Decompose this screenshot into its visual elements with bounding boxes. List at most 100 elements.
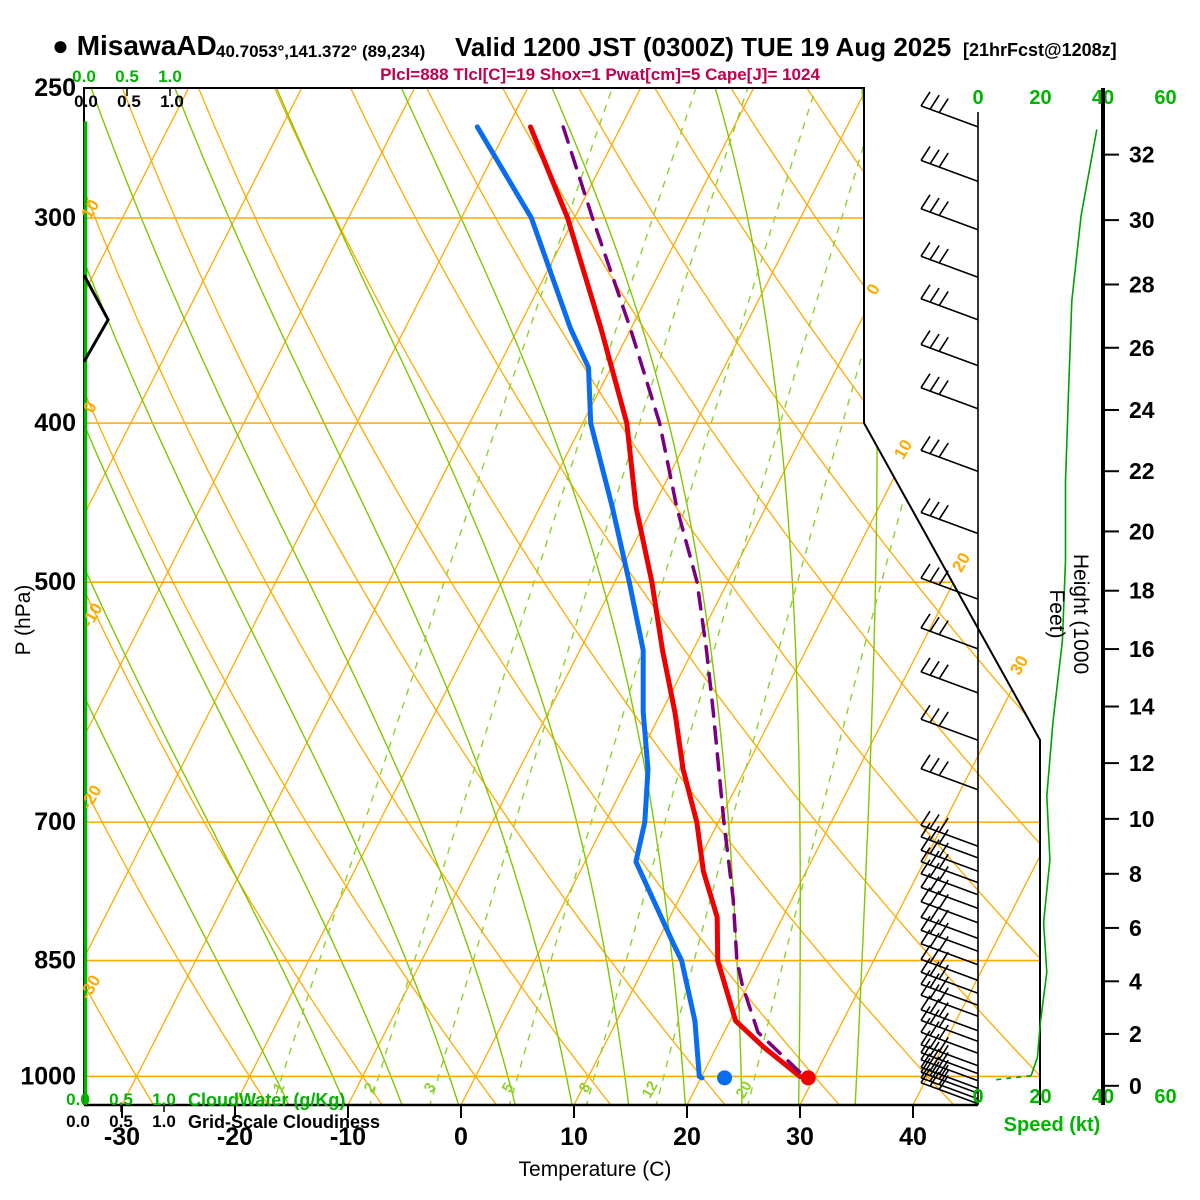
dry-adiabat-label: -30 [76,972,105,1003]
bullet-icon: ● [52,30,69,61]
isotherm-label: 10 [890,436,916,462]
station-title: ● MisawaAD [52,30,217,61]
cloudwater-scale-tick-bottom: 0.5 [109,1090,133,1109]
pressure-axis-label: P (hPa) [12,584,35,656]
wind-barb-icon [920,498,979,535]
wind-barb-icon [920,330,979,367]
temperature-tick-label: -30 [104,1123,140,1151]
speed-tick-label-top: 0 [972,87,983,109]
height-axis-label: Height (1000 Feet) [1045,553,1092,675]
height-tick-label: 32 [1129,142,1155,168]
station-coordinates: 40.7053°,141.372° (89,234) [216,42,426,61]
height-tick-label: 22 [1129,458,1155,484]
dewpoint-curve [474,124,705,1081]
moist-adiabat-line [85,88,517,1105]
moist-adiabat-line [854,88,878,1105]
temperature-tick-label: 10 [560,1123,588,1151]
speed-tick-label-bottom: 20 [1029,1086,1051,1108]
dry-adiabat-line [1175,74,1200,1108]
isotherm-line [347,88,868,1105]
moist-adiabat-line [394,88,687,1105]
wind-barb-icon [920,1068,979,1105]
dry-adiabat-label: -20 [77,782,106,813]
wind-barb-icon [920,1005,979,1043]
wind-barb-icon [920,980,979,1017]
dry-adiabat-label: -10 [78,600,107,631]
moist-adiabat-line [84,88,404,1105]
dry-adiabat-line [267,88,957,1105]
mixing-ratio-line [746,88,1023,1105]
dry-adiabat-line [84,88,156,1105]
temperature-curve [528,124,811,1081]
mixing-ratio-line [271,88,618,1105]
wind-barb-icon [920,872,979,910]
height-tick-label: 26 [1129,335,1155,361]
speed-tick-label-top: 20 [1029,87,1051,109]
wind-barb-icon [920,563,979,600]
moist-adiabat-line [84,88,291,1105]
isotherm-line [799,88,1040,1105]
height-tick-label: 14 [1129,694,1155,720]
wind-barb-icon [920,1017,979,1054]
dry-adiabat-line [84,88,385,1105]
wind-barb-icon [920,704,979,741]
dry-adiabat-label: 0 [80,398,101,416]
pressure-tick-label: 1000 [20,1062,76,1090]
cloudwater-legend-label: CloudWater (g/Kg) [188,1090,346,1110]
wind-speed-profile [1030,129,1098,1076]
pressure-tick-label: 850 [34,947,76,975]
height-tick-label: 6 [1129,915,1142,941]
mixing-ratio-line [428,88,753,1105]
wind-barb-icon [920,929,979,966]
temperature-tick-label: 30 [786,1123,814,1151]
dry-adiabat-line [343,88,1040,1105]
wind-barb-icon [920,1063,979,1100]
wind-barb-icon [920,887,979,924]
wind-barb-icon [920,835,979,873]
mixing-ratio-line [508,88,821,1105]
temperature-tick-label: 0 [454,1123,468,1151]
isotherm-label: 0 [863,280,884,298]
height-tick-label: 4 [1129,968,1142,994]
wind-barb-icon [920,1057,979,1095]
isotherm-line [84,88,303,1105]
cloudwater-scale-tick-top: 0.0 [72,67,96,86]
grid-layer [84,74,1200,1108]
sounding-indices-line: Plcl=888 Tlcl[C]=19 Shox=1 Pwat[cm]=5 Ca… [380,65,820,84]
wind-barb-icon [920,902,979,940]
plot-boundary [83,87,1041,1105]
dry-adiabat-line [191,88,843,1105]
cloudiness-scale-tick-top: 0.5 [117,92,141,111]
height-tick-label: 12 [1129,750,1155,776]
height-tick-label: 30 [1129,207,1155,233]
height-tick-label: 16 [1129,636,1155,662]
moist-adiabat-line [545,88,743,1105]
wind-barb-icon [920,1030,979,1067]
cloudiness-scale-tick-bottom: 1.0 [152,1112,176,1131]
wind-barb-icon [920,995,979,1032]
isotherm-line [84,88,190,1105]
wind-barb-icon [920,847,979,884]
dewpoint-surface-dot [717,1070,733,1086]
isotherm-line [84,88,416,1105]
dry-adiabat-line [116,88,728,1105]
height-tick-label: 20 [1129,518,1155,544]
height-tick-label: 0 [1129,1073,1142,1099]
cloudiness-scale-tick-top: 0.0 [74,92,98,111]
height-tick-label: 2 [1129,1021,1142,1047]
wind-barb-icon [920,241,979,279]
speed-axis-label: Speed (kt) [1003,1114,1101,1136]
wind-barb-icon [920,969,979,1007]
temperature-axis-label: Temperature (C) [518,1158,672,1181]
isotherm-label: 30 [1006,652,1032,678]
dry-adiabat-line [84,88,271,1105]
pressure-tick-label: 400 [34,409,76,437]
moist-adiabat-line [84,88,348,1105]
mixing-ratio-label: 5 [499,1080,518,1096]
wind-barb-icon [920,613,979,650]
mixing-ratio-label: 12 [639,1078,662,1101]
mixing-ratio-label: 20 [733,1078,756,1101]
cloudiness-legend-label: Grid-Scale Cloudiness [188,1112,381,1132]
cloudiness-scale-tick-bottom: 0.0 [66,1112,90,1131]
